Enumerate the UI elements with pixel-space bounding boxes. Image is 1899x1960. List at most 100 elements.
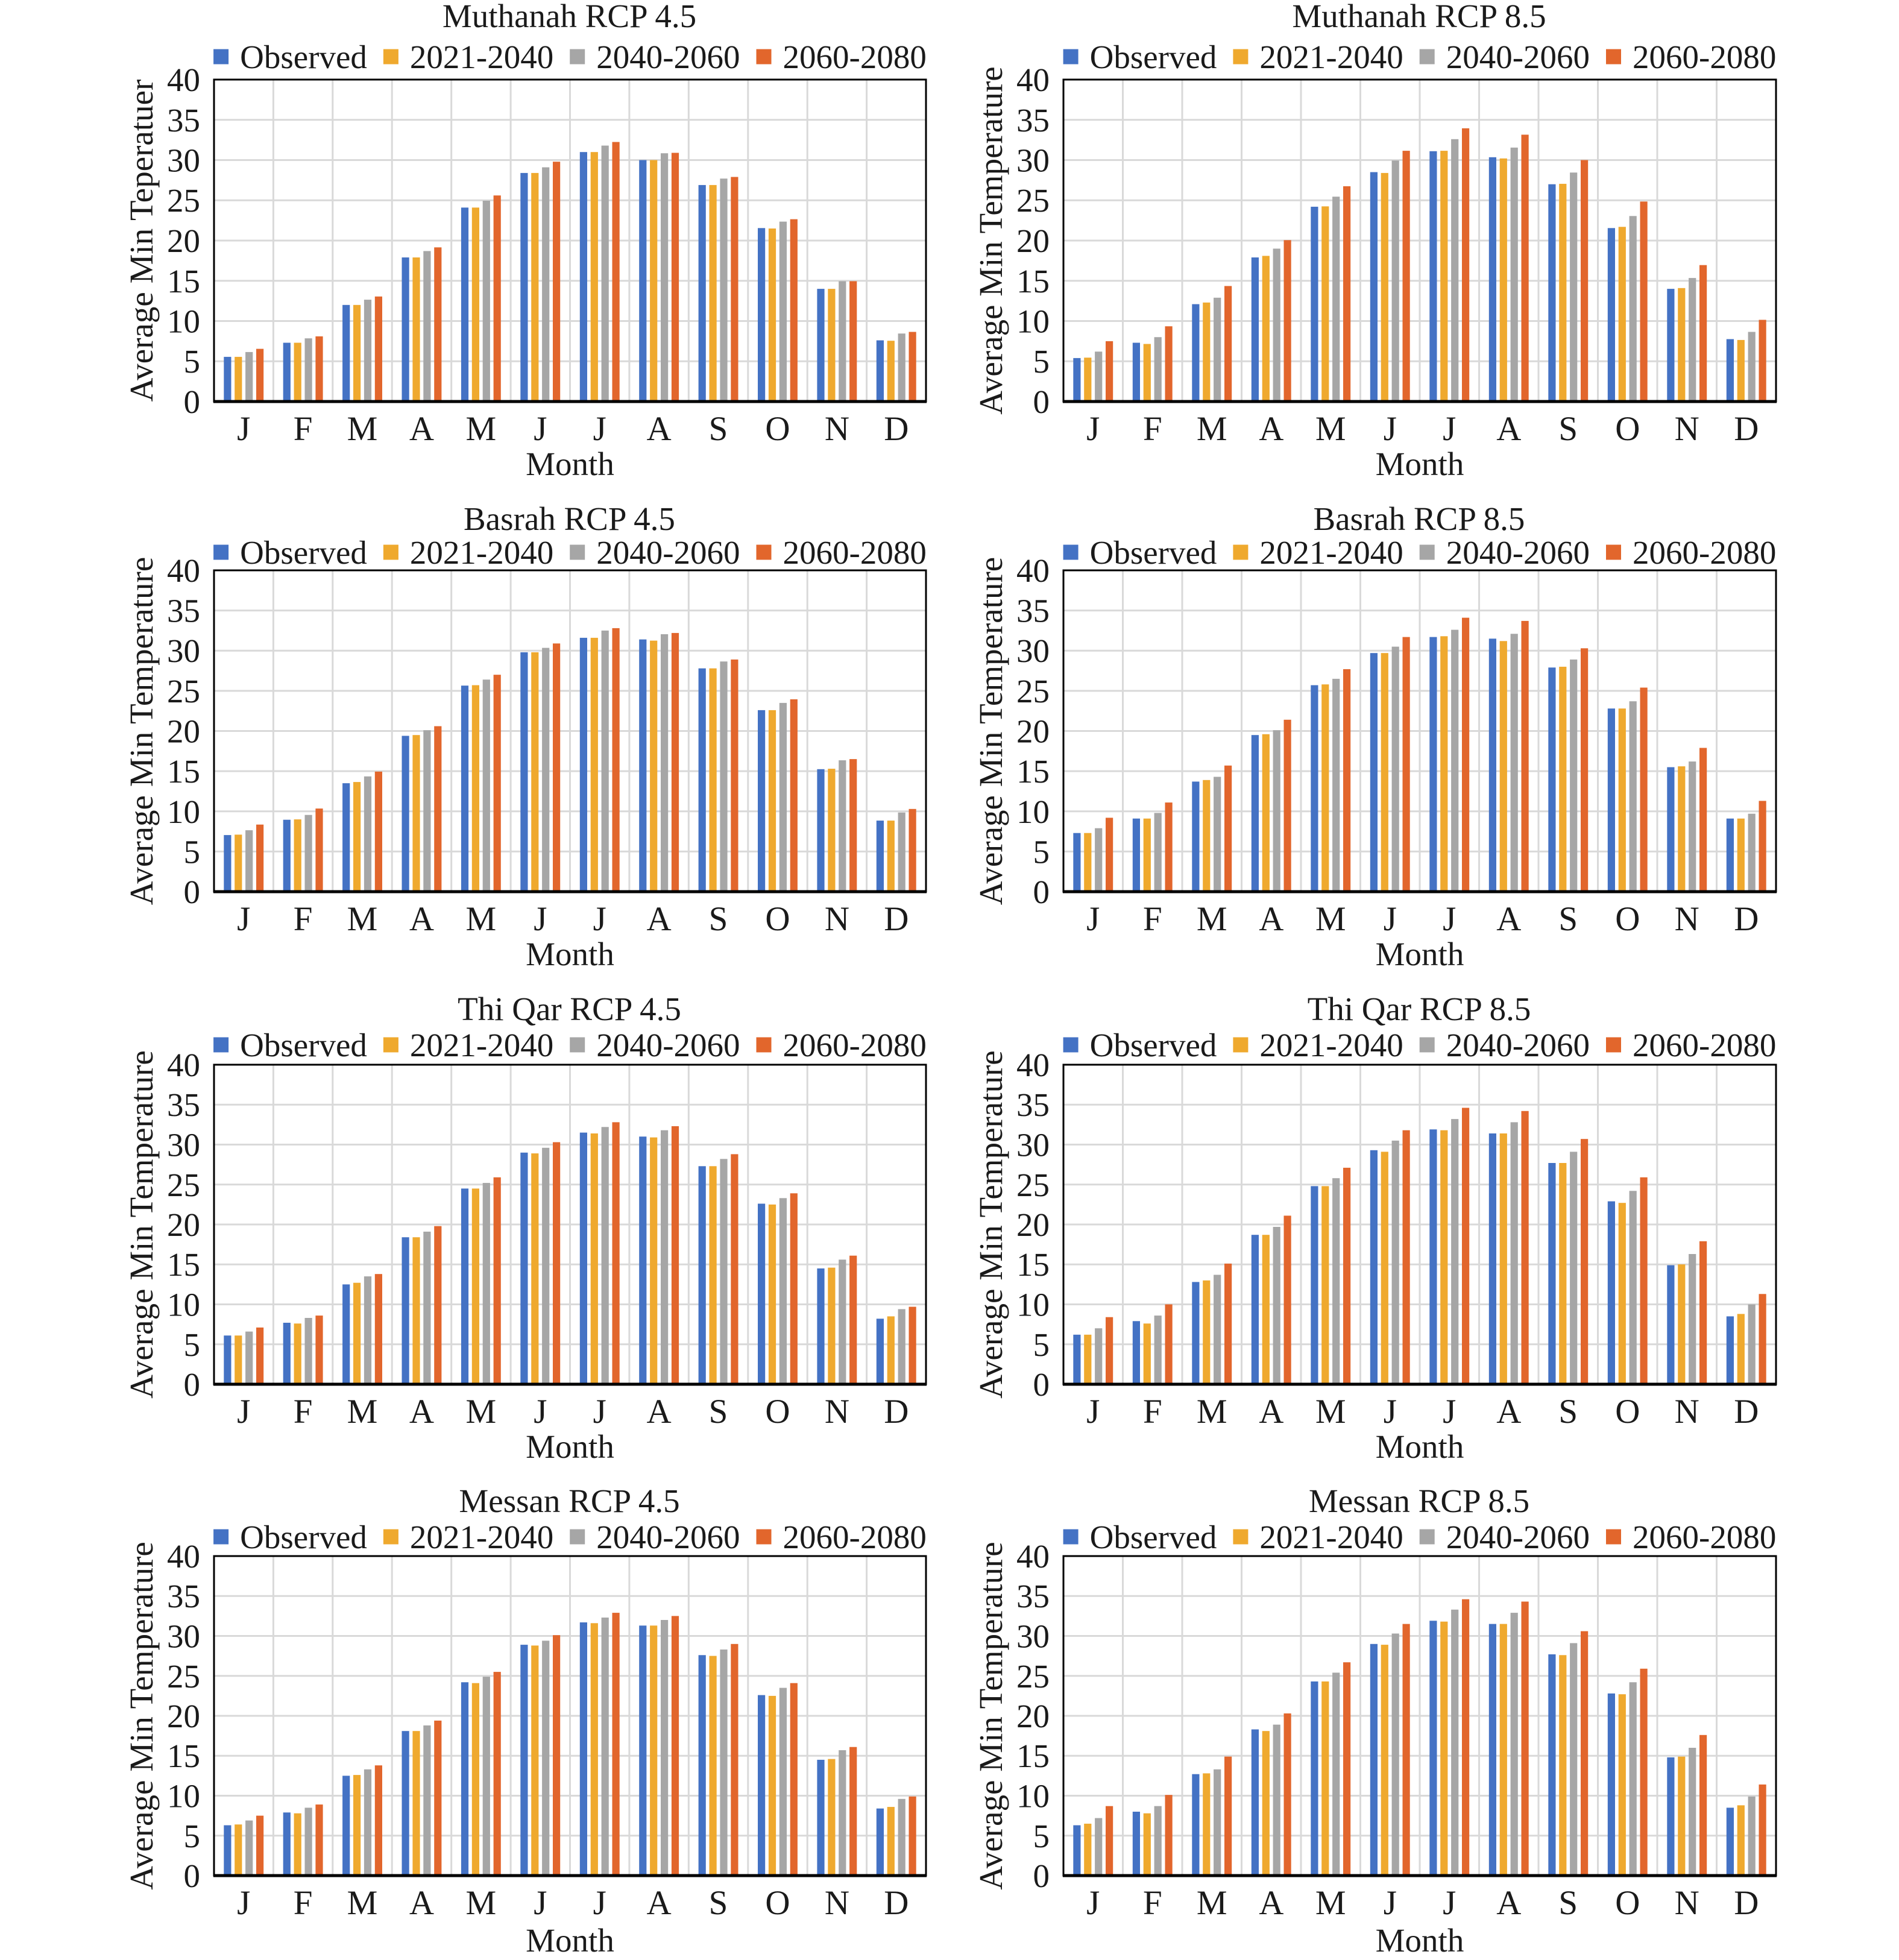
svg-text:J: J bbox=[593, 1884, 606, 1922]
svg-text:0: 0 bbox=[184, 383, 201, 420]
svg-text:35: 35 bbox=[1016, 1086, 1050, 1123]
svg-text:J: J bbox=[1443, 1884, 1456, 1922]
svg-text:Observed: Observed bbox=[1090, 1519, 1217, 1555]
svg-text:2021-2040: 2021-2040 bbox=[410, 1519, 553, 1555]
svg-text:0: 0 bbox=[184, 1366, 201, 1403]
svg-text:Average Min Temperature: Average Min Temperature bbox=[972, 557, 1009, 905]
svg-text:A: A bbox=[1259, 1393, 1283, 1431]
svg-text:35: 35 bbox=[1016, 593, 1050, 629]
svg-text:10: 10 bbox=[1016, 1287, 1050, 1323]
svg-text:35: 35 bbox=[167, 593, 200, 629]
svg-text:Thi Qar RCP 4.5: Thi Qar RCP 4.5 bbox=[458, 991, 681, 1027]
svg-text:O: O bbox=[1615, 1393, 1640, 1431]
svg-text:N: N bbox=[825, 1884, 849, 1922]
svg-text:M: M bbox=[1315, 410, 1346, 448]
svg-text:D: D bbox=[884, 410, 909, 448]
svg-text:Average Min Temperature: Average Min Temperature bbox=[123, 1050, 160, 1398]
svg-text:M: M bbox=[1315, 1393, 1346, 1431]
svg-text:D: D bbox=[1734, 900, 1759, 938]
svg-text:S: S bbox=[1558, 1884, 1578, 1922]
svg-text:Month: Month bbox=[1376, 446, 1464, 482]
svg-text:Muthanah RCP 4.5: Muthanah RCP 4.5 bbox=[442, 0, 696, 34]
svg-text:2060-2080: 2060-2080 bbox=[1633, 39, 1776, 75]
svg-text:2060-2080: 2060-2080 bbox=[1633, 1519, 1776, 1555]
svg-text:15: 15 bbox=[167, 1246, 200, 1283]
svg-text:40: 40 bbox=[167, 552, 200, 589]
svg-text:M: M bbox=[1315, 1884, 1346, 1922]
svg-text:S: S bbox=[709, 410, 728, 448]
svg-text:25: 25 bbox=[1016, 182, 1050, 219]
svg-text:A: A bbox=[409, 1393, 434, 1431]
svg-text:15: 15 bbox=[1016, 753, 1050, 790]
svg-text:2021-2040: 2021-2040 bbox=[410, 1027, 553, 1064]
svg-text:40: 40 bbox=[1016, 1538, 1050, 1575]
svg-text:40: 40 bbox=[1016, 61, 1050, 98]
svg-text:10: 10 bbox=[1016, 303, 1050, 340]
svg-text:2040-2060: 2040-2060 bbox=[596, 534, 740, 571]
svg-text:25: 25 bbox=[167, 1658, 200, 1695]
svg-text:J: J bbox=[237, 1884, 250, 1922]
svg-text:N: N bbox=[825, 900, 849, 938]
svg-text:M: M bbox=[1315, 900, 1346, 938]
svg-text:Month: Month bbox=[526, 936, 614, 972]
svg-text:Average Min Temperature: Average Min Temperature bbox=[123, 1542, 160, 1889]
svg-text:0: 0 bbox=[1033, 1858, 1050, 1894]
svg-text:2060-2080: 2060-2080 bbox=[783, 534, 927, 571]
svg-text:40: 40 bbox=[167, 1047, 200, 1083]
svg-text:Basrah RCP 8.5: Basrah RCP 8.5 bbox=[1314, 500, 1525, 537]
svg-text:M: M bbox=[1197, 1393, 1227, 1431]
svg-text:D: D bbox=[1734, 1884, 1759, 1922]
svg-text:15: 15 bbox=[167, 263, 200, 300]
svg-text:N: N bbox=[1675, 410, 1699, 448]
svg-text:2040-2060: 2040-2060 bbox=[596, 39, 740, 75]
svg-text:35: 35 bbox=[167, 1086, 200, 1123]
svg-text:30: 30 bbox=[167, 1127, 200, 1164]
svg-text:0: 0 bbox=[184, 874, 201, 910]
svg-text:M: M bbox=[466, 410, 497, 448]
svg-text:J: J bbox=[1086, 1884, 1100, 1922]
svg-text:Observed: Observed bbox=[1090, 534, 1217, 571]
svg-text:A: A bbox=[409, 900, 434, 938]
svg-text:25: 25 bbox=[167, 1167, 200, 1203]
svg-text:5: 5 bbox=[184, 1818, 201, 1854]
svg-text:25: 25 bbox=[167, 182, 200, 219]
svg-text:20: 20 bbox=[167, 713, 200, 750]
svg-text:N: N bbox=[1675, 900, 1699, 938]
svg-text:5: 5 bbox=[184, 1326, 201, 1363]
svg-text:Average Min Teperatuer: Average Min Teperatuer bbox=[123, 80, 160, 402]
svg-text:J: J bbox=[534, 1393, 547, 1431]
svg-text:10: 10 bbox=[167, 1287, 200, 1323]
svg-text:S: S bbox=[1558, 900, 1578, 938]
svg-text:10: 10 bbox=[167, 303, 200, 340]
svg-text:A: A bbox=[1496, 410, 1521, 448]
svg-text:10: 10 bbox=[167, 1778, 200, 1815]
svg-text:A: A bbox=[647, 1884, 672, 1922]
svg-text:Month: Month bbox=[526, 1428, 614, 1465]
svg-text:A: A bbox=[647, 410, 672, 448]
svg-text:S: S bbox=[709, 1393, 728, 1431]
svg-text:M: M bbox=[1197, 410, 1227, 448]
svg-text:J: J bbox=[1443, 900, 1456, 938]
svg-text:0: 0 bbox=[1033, 874, 1050, 910]
svg-text:N: N bbox=[1675, 1393, 1699, 1431]
svg-text:20: 20 bbox=[167, 1206, 200, 1243]
svg-text:F: F bbox=[294, 1393, 313, 1431]
svg-text:2021-2040: 2021-2040 bbox=[410, 39, 553, 75]
svg-text:J: J bbox=[593, 410, 606, 448]
svg-text:2021-2040: 2021-2040 bbox=[410, 534, 553, 571]
svg-text:J: J bbox=[237, 1393, 250, 1431]
svg-text:30: 30 bbox=[1016, 142, 1050, 179]
svg-text:M: M bbox=[347, 1393, 378, 1431]
svg-text:J: J bbox=[1443, 410, 1456, 448]
svg-text:Muthanah RCP 8.5: Muthanah RCP 8.5 bbox=[1292, 0, 1546, 34]
svg-text:2060-2080: 2060-2080 bbox=[783, 1519, 927, 1555]
svg-text:Observed: Observed bbox=[240, 1027, 367, 1064]
svg-text:F: F bbox=[1143, 1884, 1162, 1922]
svg-text:30: 30 bbox=[167, 142, 200, 179]
svg-text:30: 30 bbox=[167, 632, 200, 669]
svg-text:2021-2040: 2021-2040 bbox=[1259, 534, 1403, 571]
svg-text:40: 40 bbox=[1016, 1047, 1050, 1083]
svg-text:S: S bbox=[709, 900, 728, 938]
svg-text:Month: Month bbox=[526, 446, 614, 482]
svg-text:J: J bbox=[1443, 1393, 1456, 1431]
